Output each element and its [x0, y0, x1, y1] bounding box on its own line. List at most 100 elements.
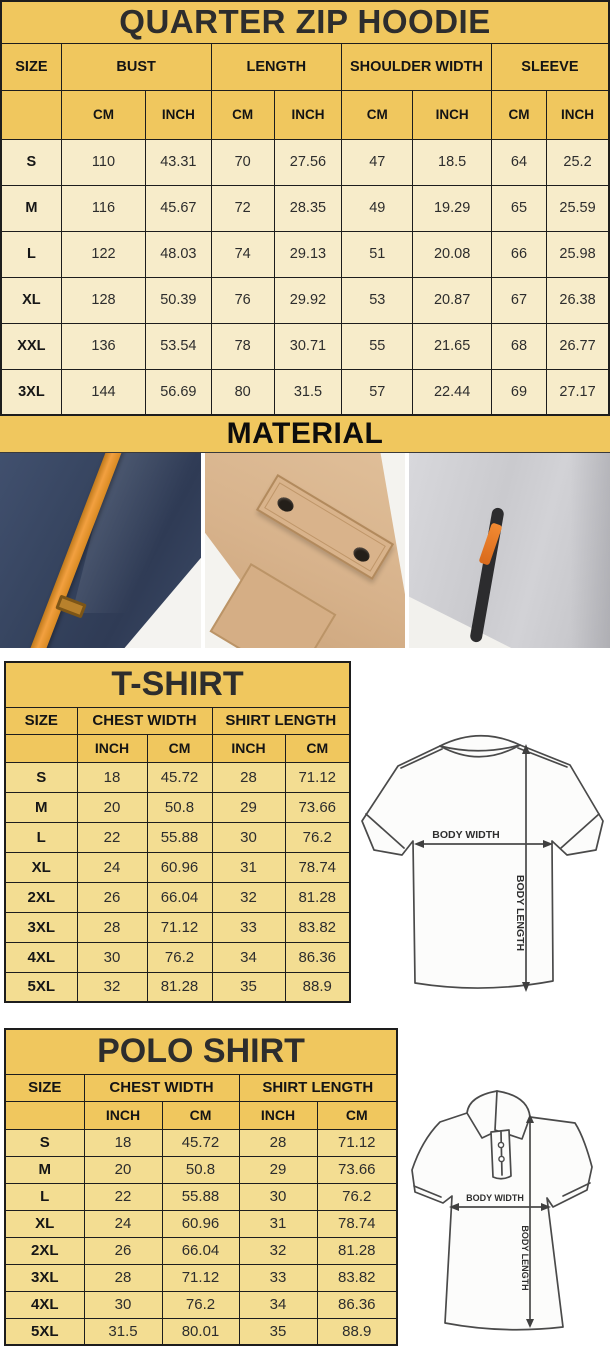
- hoodie-group-length: LENGTH: [210, 42, 343, 91]
- polo-diagram: BODY WIDTH BODY LENGTH: [411, 1090, 593, 1331]
- body-width-arrow: [449, 1203, 551, 1211]
- value-cell: 32: [238, 1236, 318, 1265]
- value-cell: 66.04: [146, 881, 213, 913]
- polo-group-shirt-length: SHIRT LENGTH: [238, 1073, 398, 1102]
- table-row: L 122 48.03 74 29.13 51 20.08 66 25.98: [0, 230, 610, 278]
- value-cell: 28: [76, 911, 148, 943]
- value-cell: 66.04: [161, 1236, 240, 1265]
- value-cell: 68: [490, 322, 548, 370]
- tshirt-table-title: T-SHIRT: [4, 661, 351, 708]
- sleeve-cuff-line: [562, 1182, 591, 1197]
- value-cell: 83.82: [316, 1263, 398, 1292]
- value-cell: 20: [76, 791, 148, 823]
- value-cell: 33: [238, 1263, 318, 1292]
- size-cell: M: [4, 791, 78, 823]
- size-cell: XL: [0, 276, 62, 324]
- size-cell: 3XL: [4, 911, 78, 943]
- value-cell: 55.88: [161, 1182, 240, 1211]
- value-cell: 47: [341, 138, 414, 186]
- unit-header: INCH: [83, 1100, 163, 1130]
- value-cell: 34: [238, 1290, 318, 1319]
- table-row: S 18 45.72 28 71.12: [4, 1128, 398, 1157]
- tshirt-group-header-row: SIZE CHEST WIDTH SHIRT LENGTH: [4, 706, 351, 735]
- body-length-label: BODY LENGTH: [514, 875, 526, 951]
- polo-group-chest-width: CHEST WIDTH: [83, 1073, 240, 1102]
- value-cell: 83.82: [284, 911, 351, 943]
- material-banner: MATERIAL: [0, 416, 610, 453]
- size-cell: 5XL: [4, 1317, 85, 1346]
- value-cell: 30: [76, 941, 148, 973]
- value-cell: 70: [210, 138, 275, 186]
- unit-header: INCH: [145, 89, 212, 140]
- value-cell: 35: [211, 971, 286, 1003]
- polo-table-title: POLO SHIRT: [4, 1028, 398, 1075]
- sleeve-cuff-line: [413, 1185, 442, 1198]
- value-cell: 29.13: [273, 230, 343, 278]
- value-cell: 76.2: [146, 941, 213, 973]
- table-row: XL 24 60.96 31 78.74: [4, 1209, 398, 1238]
- size-cell: 2XL: [4, 881, 78, 913]
- value-cell: 29.92: [273, 276, 343, 324]
- table-row: L 22 55.88 30 76.2: [4, 821, 351, 853]
- value-cell: 78.74: [284, 851, 351, 883]
- value-cell: 76: [210, 276, 275, 324]
- table-row: L 22 55.88 30 76.2: [4, 1182, 398, 1211]
- polo-section: POLO SHIRT SIZE CHEST WIDTH SHIRT LENGTH…: [0, 1028, 610, 1350]
- value-cell: 51: [341, 230, 414, 278]
- size-cell: L: [4, 1182, 85, 1211]
- body-width-arrow: [414, 840, 553, 848]
- value-cell: 81.28: [316, 1236, 398, 1265]
- value-cell: 30: [238, 1182, 318, 1211]
- value-cell: 49: [341, 184, 414, 232]
- unit-header: INCH: [273, 89, 343, 140]
- size-cell: 3XL: [0, 368, 62, 416]
- value-cell: 78.74: [316, 1209, 398, 1238]
- unit-header: INCH: [211, 733, 286, 763]
- body-length-label: BODY LENGTH: [520, 1225, 530, 1290]
- table-row: 5XL 31.5 80.01 35 88.9: [4, 1317, 398, 1346]
- body-length-arrow: [522, 744, 530, 992]
- hoodie-group-shoulder-width: SHOULDER WIDTH: [341, 42, 492, 91]
- value-cell: 43.31: [145, 138, 212, 186]
- value-cell: 30: [211, 821, 286, 853]
- value-cell: 45.67: [145, 184, 212, 232]
- value-cell: 76.2: [316, 1182, 398, 1211]
- value-cell: 48.03: [145, 230, 212, 278]
- value-cell: 81.28: [146, 971, 213, 1003]
- value-cell: 86.36: [284, 941, 351, 973]
- size-cell: L: [0, 230, 62, 278]
- size-cell: 3XL: [4, 1263, 85, 1292]
- hoodie-size-table: QUARTER ZIP HOODIE SIZE BUST LENGTH SHOU…: [0, 0, 610, 416]
- table-row: XL 24 60.96 31 78.74: [4, 851, 351, 883]
- value-cell: 22.44: [412, 368, 492, 416]
- unit-header: CM: [341, 89, 414, 140]
- value-cell: 18.5: [412, 138, 492, 186]
- value-cell: 110: [60, 138, 147, 186]
- value-cell: 25.59: [546, 184, 610, 232]
- material-photo-gray-zipper: [409, 453, 610, 648]
- value-cell: 56.69: [145, 368, 212, 416]
- value-cell: 88.9: [284, 971, 351, 1003]
- tshirt-diagram: BODY WIDTH BODY LENGTH: [361, 734, 604, 992]
- value-cell: 50.39: [145, 276, 212, 324]
- polo-size-table: POLO SHIRT SIZE CHEST WIDTH SHIRT LENGTH…: [4, 1028, 399, 1346]
- size-cell: L: [4, 821, 78, 853]
- unit-header: CM: [60, 89, 147, 140]
- unit-header: INCH: [238, 1100, 318, 1130]
- unit-header: CM: [316, 1100, 398, 1130]
- value-cell: 30: [83, 1290, 163, 1319]
- size-cell: XL: [4, 1209, 85, 1238]
- photo-background-corner: [380, 453, 406, 602]
- value-cell: 78: [210, 322, 275, 370]
- pocket-flap: [255, 473, 394, 581]
- value-cell: 28: [211, 761, 286, 793]
- unit-header: INCH: [546, 89, 610, 140]
- value-cell: 31.5: [83, 1317, 163, 1346]
- table-row: 4XL 30 76.2 34 86.36: [4, 1290, 398, 1319]
- value-cell: 73.66: [316, 1155, 398, 1184]
- value-cell: 28: [238, 1128, 318, 1157]
- table-row: XL 128 50.39 76 29.92 53 20.87 67 26.38: [0, 276, 610, 324]
- polo-table-body: S 18 45.72 28 71.12 M 20 50.8 29 73.66 L 22 55.88 30 7…: [4, 1128, 398, 1346]
- value-cell: 25.98: [546, 230, 610, 278]
